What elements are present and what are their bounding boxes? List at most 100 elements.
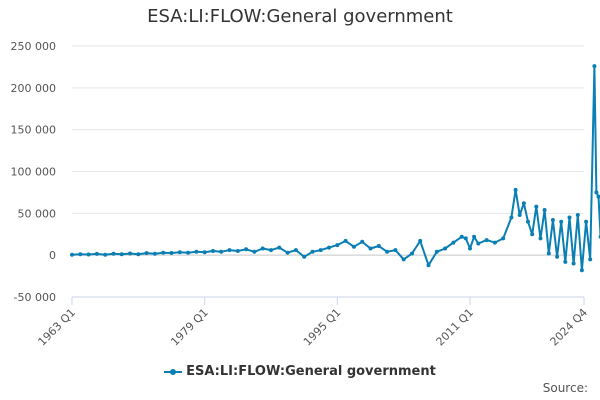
data-point[interactable]	[219, 249, 224, 254]
data-point[interactable]	[594, 190, 599, 195]
data-point[interactable]	[186, 250, 191, 255]
data-point[interactable]	[401, 257, 406, 262]
y-tick-label: 0	[49, 249, 56, 262]
data-point[interactable]	[538, 236, 543, 241]
y-tick-layer: -50 000 0 50 000 100 000 150 000 200 000 250 0…	[11, 40, 57, 304]
data-point[interactable]	[555, 254, 560, 259]
data-point[interactable]	[468, 246, 472, 251]
data-point[interactable]	[78, 252, 83, 257]
y-tick-label: 50 000	[18, 207, 57, 220]
data-point[interactable]	[252, 249, 257, 254]
data-point[interactable]	[546, 251, 551, 256]
x-tick-label: 1979 Q1	[168, 306, 211, 349]
data-point[interactable]	[152, 251, 157, 256]
data-point[interactable]	[426, 263, 431, 268]
data-point[interactable]	[351, 244, 356, 249]
data-point[interactable]	[277, 245, 282, 250]
data-point[interactable]	[513, 187, 518, 192]
data-point[interactable]	[368, 246, 373, 251]
data-point[interactable]	[596, 194, 600, 199]
data-point[interactable]	[244, 247, 249, 252]
data-point[interactable]	[310, 249, 315, 254]
data-point[interactable]	[86, 252, 91, 257]
data-point[interactable]	[343, 238, 348, 243]
data-point[interactable]	[410, 251, 414, 256]
data-point[interactable]	[476, 241, 481, 246]
data-point[interactable]	[128, 251, 132, 256]
y-tick-label: -50 000	[14, 291, 56, 304]
chart-title: ESA:LI:FLOW:General government	[147, 6, 453, 27]
data-point[interactable]	[571, 261, 576, 266]
source-label: Source:	[542, 381, 588, 395]
data-point[interactable]	[542, 208, 547, 212]
data-point[interactable]	[94, 251, 99, 256]
data-point[interactable]	[517, 213, 522, 217]
data-point[interactable]	[492, 240, 497, 245]
data-point[interactable]	[509, 215, 514, 220]
data-point[interactable]	[360, 239, 365, 244]
series-layer	[70, 64, 600, 273]
y-tick-label: 150 000	[11, 124, 57, 137]
data-point[interactable]	[418, 238, 423, 243]
data-point[interactable]	[136, 252, 141, 257]
data-point[interactable]	[327, 245, 331, 250]
data-point[interactable]	[385, 249, 390, 254]
data-point[interactable]	[335, 243, 340, 248]
data-point[interactable]	[463, 236, 468, 241]
data-point[interactable]	[501, 236, 506, 241]
data-point[interactable]	[318, 248, 323, 253]
y-tick-label: 200 000	[11, 82, 57, 95]
data-point[interactable]	[434, 249, 439, 254]
data-point[interactable]	[169, 251, 174, 255]
data-point[interactable]	[285, 250, 290, 255]
data-point[interactable]	[521, 201, 526, 206]
x-tick-label: 1963 Q1	[36, 306, 79, 349]
data-point[interactable]	[260, 246, 265, 251]
x-tick-label: 1995 Q1	[301, 306, 344, 349]
y-tick-label: 250 000	[11, 40, 57, 53]
data-point[interactable]	[579, 268, 584, 273]
data-point[interactable]	[526, 219, 530, 224]
data-point[interactable]	[459, 234, 464, 239]
grid-layer	[72, 45, 584, 298]
data-point[interactable]	[235, 249, 240, 253]
data-point[interactable]	[293, 248, 298, 253]
data-point[interactable]	[194, 249, 199, 254]
data-point[interactable]	[393, 248, 398, 253]
data-point[interactable]	[144, 251, 149, 256]
data-point[interactable]	[567, 215, 572, 220]
data-point[interactable]	[451, 240, 456, 245]
data-point[interactable]	[559, 219, 564, 224]
data-point[interactable]	[70, 252, 74, 257]
data-point[interactable]	[575, 213, 580, 217]
data-point[interactable]	[472, 234, 477, 239]
data-point[interactable]	[443, 246, 448, 251]
data-point[interactable]	[592, 64, 597, 69]
data-point[interactable]	[530, 232, 535, 237]
data-point[interactable]	[376, 244, 381, 248]
data-point[interactable]	[161, 250, 166, 255]
data-point[interactable]	[534, 204, 539, 209]
legend-swatch-icon	[164, 367, 183, 377]
data-point[interactable]	[302, 254, 307, 259]
series-line-0[interactable]	[71, 65, 600, 272]
data-point[interactable]	[211, 249, 215, 253]
legend-label: ESA:LI:FLOW:General government	[186, 364, 436, 379]
data-point[interactable]	[484, 238, 489, 243]
data-point[interactable]	[269, 248, 273, 253]
data-point[interactable]	[119, 252, 124, 257]
legend[interactable]: ESA:LI:FLOW:General government	[0, 364, 600, 379]
data-point[interactable]	[227, 248, 232, 253]
data-point[interactable]	[550, 218, 555, 222]
x-tick-layer: 1963 Q1 1979 Q1 1995 Q1 2011 Q1 2024 Q4	[36, 297, 590, 349]
data-point[interactable]	[103, 252, 108, 257]
data-point[interactable]	[111, 251, 116, 256]
data-point[interactable]	[202, 250, 207, 255]
data-point[interactable]	[584, 219, 589, 224]
data-point[interactable]	[177, 250, 182, 255]
data-point[interactable]	[588, 257, 593, 262]
data-point[interactable]	[563, 259, 568, 264]
y-tick-label: 100 000	[11, 166, 57, 179]
x-tick-label: 2011 Q1	[434, 306, 477, 349]
